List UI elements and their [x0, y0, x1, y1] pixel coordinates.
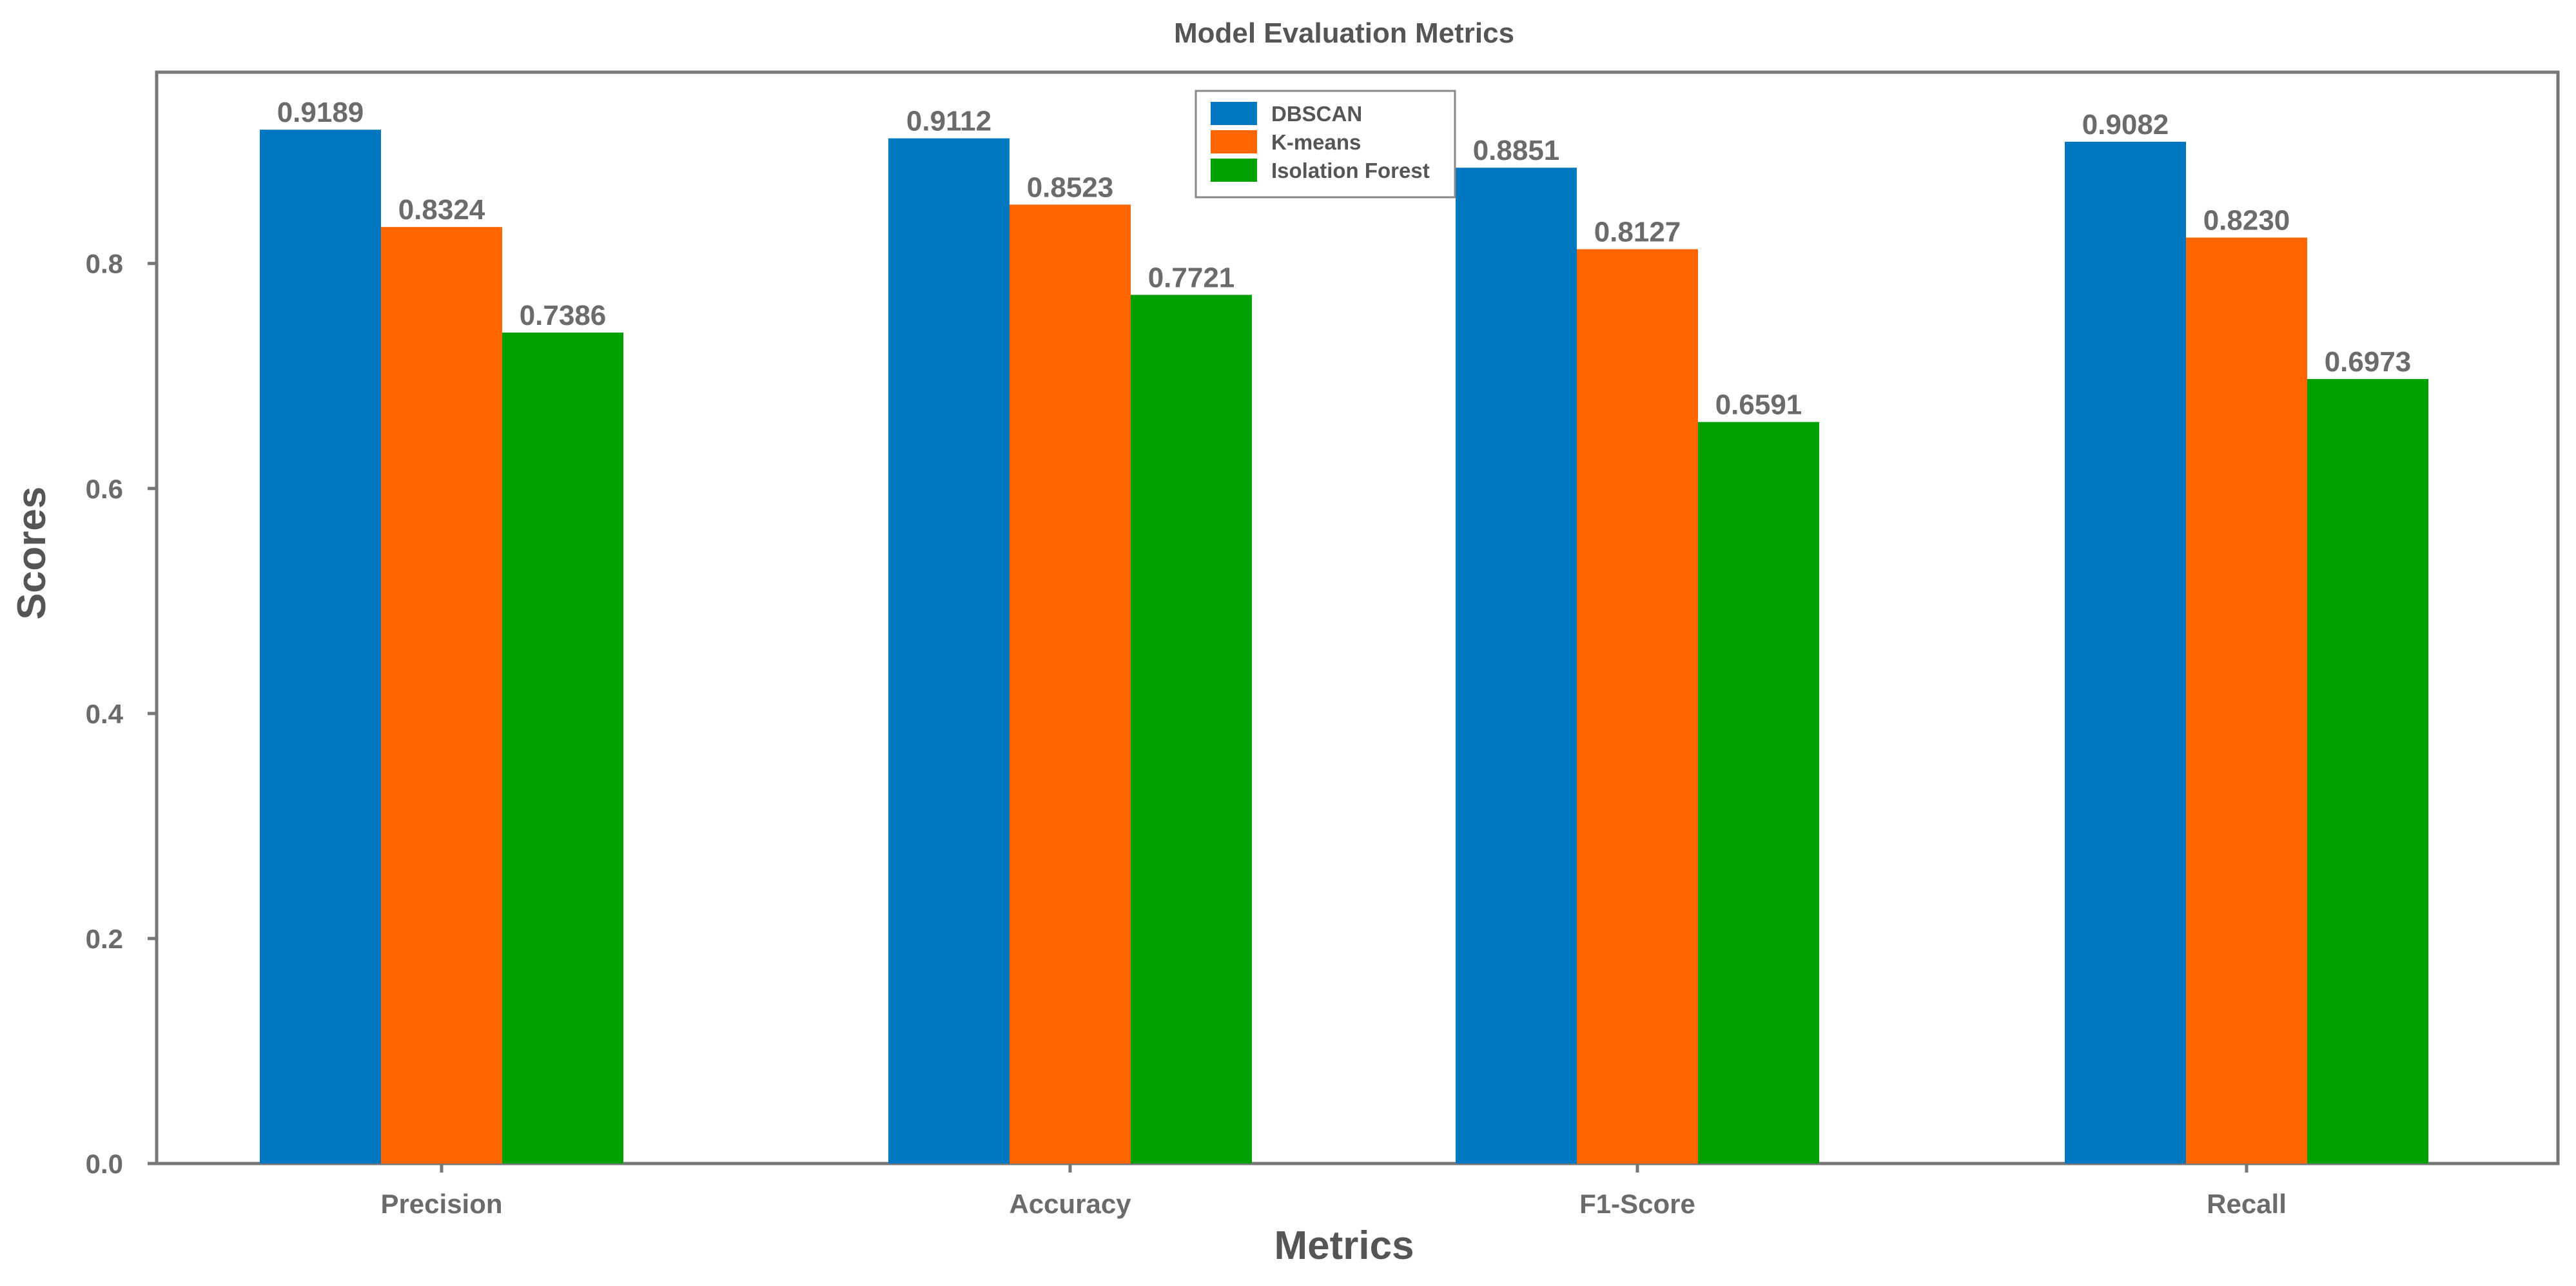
bar-value-label: 0.8324	[398, 194, 485, 226]
bar-f1-score-k-means	[1577, 249, 1698, 1164]
y-tick-label: 0.0	[86, 1149, 123, 1179]
legend-swatch	[1211, 159, 1257, 182]
bar-precision-isolation-forest	[502, 332, 623, 1164]
bar-recall-isolation-forest	[2307, 378, 2428, 1164]
y-tick-label: 0.2	[86, 924, 123, 954]
plot-frame	[155, 70, 2560, 1165]
chart-title: Model Evaluation Metrics	[1174, 17, 1514, 49]
bar-f1-score-isolation-forest	[1698, 422, 1819, 1164]
legend-label: K-means	[1271, 130, 1361, 154]
legend-label: DBSCAN	[1271, 102, 1362, 126]
bar-recall-dbscan	[2065, 141, 2186, 1164]
x-tick-label: F1-Score	[1579, 1189, 1695, 1219]
bar-value-label: 0.8851	[1473, 135, 1560, 166]
bar-value-label: 0.8230	[2203, 205, 2290, 237]
bar-value-label: 0.6591	[1715, 389, 1802, 421]
bar-recall-k-means	[2186, 237, 2307, 1164]
bar-value-label: 0.7386	[520, 300, 607, 331]
bar-value-label: 0.8523	[1027, 171, 1114, 203]
x-tick-label: Accuracy	[1009, 1189, 1131, 1219]
legend-label: Isolation Forest	[1271, 159, 1430, 182]
y-tick-label: 0.6	[86, 474, 123, 504]
bar-precision-dbscan	[260, 130, 381, 1164]
bar-accuracy-k-means	[1010, 204, 1131, 1164]
bar-value-label: 0.6973	[2325, 346, 2412, 378]
y-tick-label: 0.8	[86, 249, 123, 279]
x-tick-label: Recall	[2207, 1189, 2287, 1219]
bar-precision-k-means	[381, 227, 502, 1164]
bar-f1-score-dbscan	[1456, 168, 1577, 1164]
bar-value-label: 0.9082	[2082, 109, 2169, 141]
y-tick-label: 0.4	[86, 699, 124, 729]
bar-value-label: 0.9112	[906, 106, 991, 137]
x-axis-label: Metrics	[1274, 1223, 1414, 1268]
bar-value-label: 0.8127	[1594, 217, 1681, 248]
bar-value-label: 0.9189	[277, 97, 364, 128]
legend-swatch	[1211, 102, 1257, 125]
legend: DBSCAN K-means Isolation Forest	[1195, 90, 1456, 199]
bar-accuracy-isolation-forest	[1131, 295, 1252, 1164]
legend-swatch	[1211, 130, 1257, 153]
y-axis-label: Scores	[10, 487, 54, 620]
x-tick-label: Precision	[380, 1189, 502, 1219]
bar-accuracy-dbscan	[888, 138, 1010, 1164]
bar-value-label: 0.7721	[1148, 262, 1235, 293]
